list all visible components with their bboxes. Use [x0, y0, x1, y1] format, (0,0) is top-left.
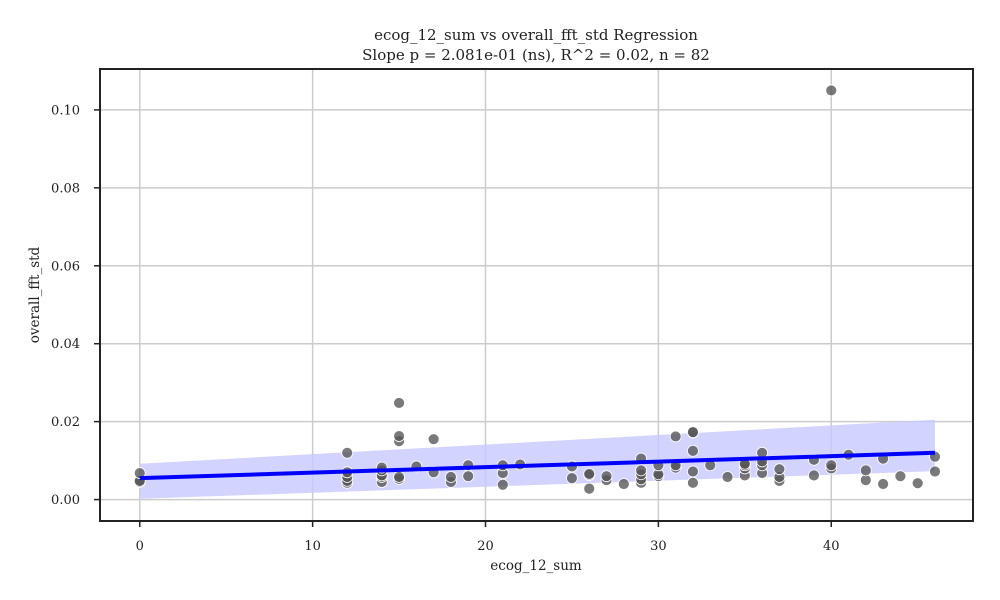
x-tick-label: 0	[136, 539, 144, 554]
y-tick-label: 0.08	[51, 181, 80, 196]
x-axis-label: ecog_12_sum	[490, 558, 582, 574]
data-point	[825, 459, 838, 472]
regression-line-layer	[139, 450, 936, 481]
data-point	[583, 467, 596, 480]
y-axis-label: overall_fft_std	[27, 246, 43, 343]
data-point	[687, 444, 699, 457]
data-point	[635, 464, 647, 477]
data-point	[825, 84, 838, 97]
data-point	[393, 430, 405, 442]
x-tick-label: 10	[304, 539, 321, 554]
data-point	[687, 465, 699, 478]
data-point	[566, 472, 578, 485]
confidence-band	[139, 419, 935, 499]
chart-subtitle: Slope p = 2.081e-01 (ns), R^2 = 0.02, n …	[362, 46, 710, 64]
y-tick-label: 0.02	[51, 415, 80, 430]
data-point	[721, 471, 734, 483]
data-point	[687, 426, 699, 439]
y-tick-label: 0.06	[51, 259, 80, 274]
data-point	[600, 470, 613, 483]
data-point	[462, 470, 475, 483]
data-point	[393, 397, 405, 409]
x-tick-label: 20	[477, 539, 494, 554]
x-tick-label: 40	[823, 539, 840, 554]
data-point	[133, 467, 146, 479]
data-point	[341, 446, 354, 459]
y-tick-label: 0.04	[51, 337, 80, 352]
data-point	[877, 478, 890, 490]
data-point	[669, 430, 682, 443]
chart-title: ecog_12_sum vs overall_fft_std Regressio…	[374, 26, 698, 44]
data-point	[808, 469, 820, 482]
data-point	[583, 482, 596, 495]
data-point	[445, 471, 457, 483]
grid	[100, 69, 973, 521]
confidence-band-layer	[139, 419, 935, 499]
data-point	[393, 471, 405, 483]
data-point	[894, 470, 907, 483]
data-point	[859, 464, 872, 477]
data-point	[617, 478, 630, 490]
y-tick-label: 0.00	[51, 493, 80, 508]
data-point	[911, 477, 924, 490]
data-point	[929, 465, 941, 478]
y-tick-label: 0.10	[51, 103, 80, 118]
data-point	[687, 476, 699, 489]
data-point	[773, 463, 786, 476]
x-tick-label: 30	[650, 539, 667, 554]
data-point	[427, 433, 440, 446]
regression-line	[139, 450, 936, 481]
data-point	[496, 478, 509, 491]
plot-frame	[99, 68, 974, 522]
